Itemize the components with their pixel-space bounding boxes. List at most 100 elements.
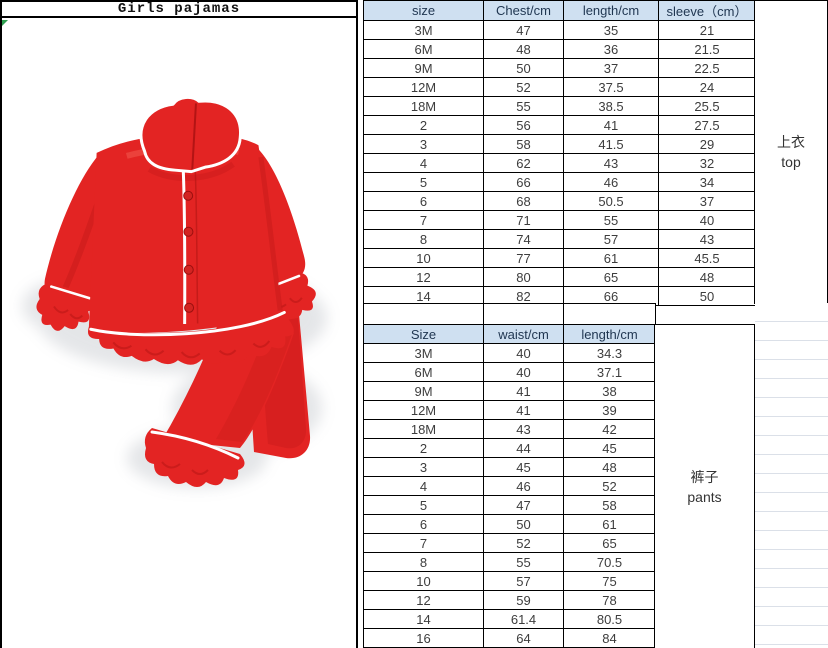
table-cell: 57 bbox=[483, 571, 564, 591]
table-cell: 42 bbox=[563, 419, 656, 439]
table-cell: 48 bbox=[658, 267, 756, 287]
table-row: 5 47 58 bbox=[363, 495, 656, 515]
table-cell: 10 bbox=[363, 571, 484, 591]
column-header: length/cm bbox=[563, 0, 659, 21]
table-cell: 27.5 bbox=[658, 115, 756, 135]
table-cell: 45 bbox=[483, 457, 564, 477]
table-cell: 16 bbox=[363, 628, 484, 648]
table-cell: 6M bbox=[363, 362, 484, 382]
table-cell: 29 bbox=[658, 134, 756, 154]
table-cell: 38 bbox=[563, 381, 656, 401]
table-cell: 18M bbox=[363, 419, 484, 439]
table-row: 18M 43 42 bbox=[363, 419, 656, 439]
table-cell: 37.1 bbox=[563, 362, 656, 382]
table-cell: 12 bbox=[363, 267, 484, 287]
table-cell: 52 bbox=[563, 476, 656, 496]
table-cell: 75 bbox=[563, 571, 656, 591]
table-row: 6M 40 37.1 bbox=[363, 362, 656, 382]
spacer-row bbox=[363, 303, 656, 325]
table-header-row: size Chest/cm length/cm sleeve（cm） bbox=[363, 0, 756, 21]
table-cell: 40 bbox=[483, 343, 564, 363]
product-image-cell bbox=[0, 18, 358, 648]
table-cell: 37.5 bbox=[563, 77, 659, 97]
table-cell: 46 bbox=[563, 172, 659, 192]
table-row: 6M 48 36 21.5 bbox=[363, 39, 756, 59]
table-row: 14 82 66 50 bbox=[363, 286, 756, 306]
table-cell: 5 bbox=[363, 172, 484, 192]
table-cell: 7 bbox=[363, 210, 484, 230]
table-cell: 41.5 bbox=[563, 134, 659, 154]
table-row: 3 45 48 bbox=[363, 457, 656, 477]
table-cell: 8 bbox=[363, 552, 484, 572]
table-cell: 3 bbox=[363, 457, 484, 477]
table-cell: 37 bbox=[563, 58, 659, 78]
table-row: 12M 52 37.5 24 bbox=[363, 77, 756, 97]
table-cell: 3M bbox=[363, 343, 484, 363]
table-cell: 52 bbox=[483, 77, 564, 97]
table-cell: 44 bbox=[483, 438, 564, 458]
table-cell: 12M bbox=[363, 77, 484, 97]
table-cell: 12 bbox=[363, 590, 484, 610]
pajama-pants-illustration bbox=[144, 263, 311, 487]
table-row: 3M 40 34.3 bbox=[363, 343, 656, 363]
table-cell: 34.3 bbox=[563, 343, 656, 363]
table-cell: 74 bbox=[483, 229, 564, 249]
table-row bbox=[363, 303, 656, 325]
table-cell: 52 bbox=[483, 533, 564, 553]
table-cell: 68 bbox=[483, 191, 564, 211]
table-cell: 3M bbox=[363, 20, 484, 40]
table-cell: 45.5 bbox=[658, 248, 756, 268]
table-cell: 77 bbox=[483, 248, 564, 268]
table-cell: 2 bbox=[363, 438, 484, 458]
table-cell: 50 bbox=[483, 58, 564, 78]
button-row bbox=[183, 190, 195, 313]
table-header-row: Size waist/cm length/cm bbox=[363, 324, 656, 344]
table-cell: 18M bbox=[363, 96, 484, 116]
column-header: length/cm bbox=[563, 324, 656, 344]
table-cell: 55 bbox=[483, 552, 564, 572]
table-cell: 6 bbox=[363, 514, 484, 534]
table-row: 10 77 61 45.5 bbox=[363, 248, 756, 268]
pants-size-table: Size waist/cm length/cm 3M 40 34.3 6M 40 37.1… bbox=[363, 324, 656, 648]
table-row: 3 58 41.5 29 bbox=[363, 134, 756, 154]
table-cell: 9M bbox=[363, 58, 484, 78]
table-cell: 21.5 bbox=[658, 39, 756, 59]
table-cell: 55 bbox=[563, 210, 659, 230]
table-cell: 50 bbox=[658, 286, 756, 306]
table-cell: 12M bbox=[363, 400, 484, 420]
table-cell: 21 bbox=[658, 20, 756, 40]
table-cell: 48 bbox=[563, 457, 656, 477]
table-cell: 65 bbox=[563, 267, 659, 287]
table-row: 8 74 57 43 bbox=[363, 229, 756, 249]
table-cell: 36 bbox=[563, 39, 659, 59]
table-cell: 71 bbox=[483, 210, 564, 230]
table-cell: 57 bbox=[563, 229, 659, 249]
table-cell: 2 bbox=[363, 115, 484, 135]
table-row: 7 52 65 bbox=[363, 533, 656, 553]
table-cell: 4 bbox=[363, 476, 484, 496]
table-cell: 5 bbox=[363, 495, 484, 515]
table-cell: 84 bbox=[563, 628, 656, 648]
table-cell: 14 bbox=[363, 286, 484, 306]
table-cell: 43 bbox=[563, 153, 659, 173]
table-cell: 65 bbox=[563, 533, 656, 553]
table-cell: 41 bbox=[483, 400, 564, 420]
table-cell: 3 bbox=[363, 134, 484, 154]
table-cell: 6M bbox=[363, 39, 484, 59]
top-size-table: size Chest/cm length/cm sleeve（cm） 3M 47 3… bbox=[363, 0, 756, 306]
table-cell: 25.5 bbox=[658, 96, 756, 116]
table-cell: 66 bbox=[563, 286, 659, 306]
spreadsheet-gridlines bbox=[755, 303, 828, 648]
table-row: 12M 41 39 bbox=[363, 400, 656, 420]
column-header: Size bbox=[363, 324, 484, 344]
table-cell: 78 bbox=[563, 590, 656, 610]
page-title: Girls pajamas bbox=[0, 0, 358, 18]
top-garment-label-cell: 上衣 top bbox=[754, 0, 828, 304]
pajama-top-illustration bbox=[36, 96, 316, 365]
table-cell: 56 bbox=[483, 115, 564, 135]
table-row: 10 57 75 bbox=[363, 571, 656, 591]
table-row: 9M 50 37 22.5 bbox=[363, 58, 756, 78]
table-cell: 50.5 bbox=[563, 191, 659, 211]
table-row: 5 66 46 34 bbox=[363, 172, 756, 192]
table-cell: 50 bbox=[483, 514, 564, 534]
